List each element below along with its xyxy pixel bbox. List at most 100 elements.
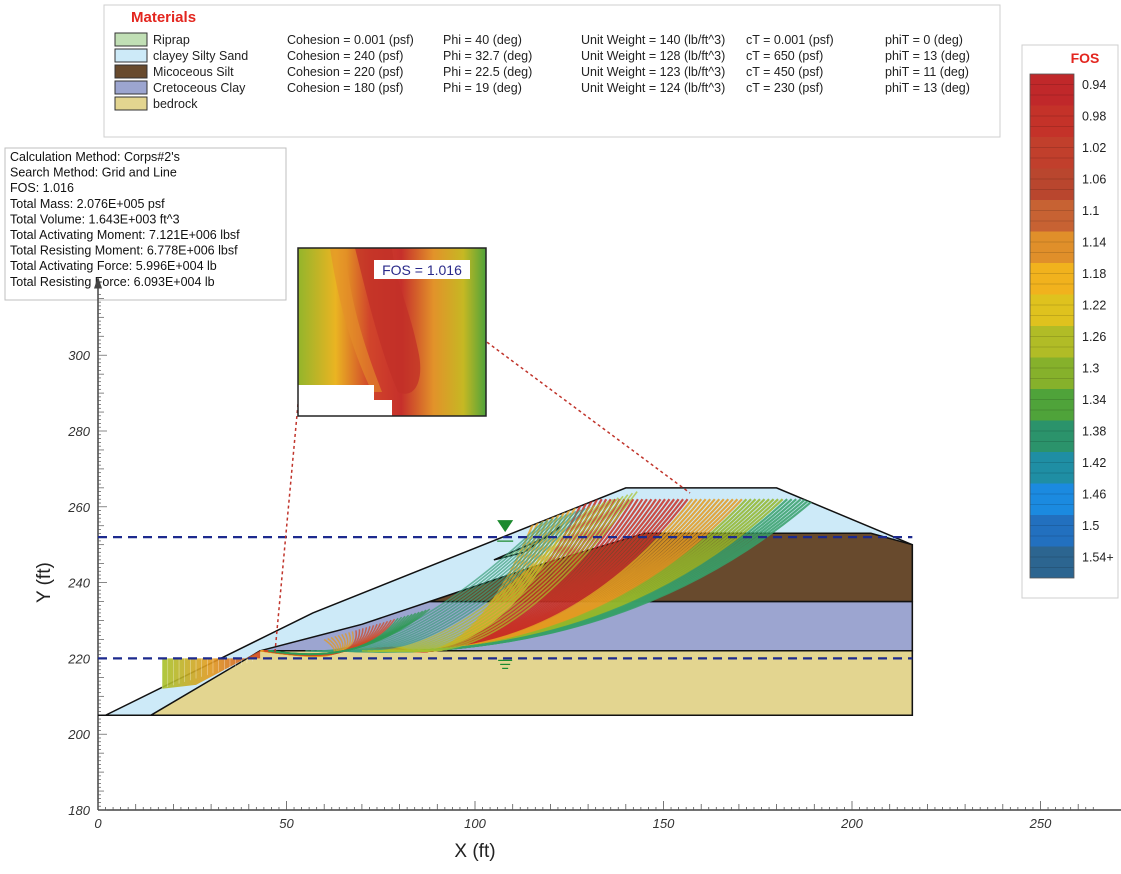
fos-legend-label: 1.54+ bbox=[1082, 551, 1114, 565]
fos-legend-label: 1.26 bbox=[1082, 330, 1106, 344]
material-phi: Phi = 19 (deg) bbox=[443, 81, 522, 95]
fos-legend-label: 1.34 bbox=[1082, 393, 1106, 407]
material-ct: cT = 230 (psf) bbox=[746, 81, 823, 95]
fos-color-band bbox=[1030, 231, 1074, 263]
material-cohesion: Cohesion = 0.001 (psf) bbox=[287, 33, 414, 47]
fos-legend-title: FOS bbox=[1071, 50, 1100, 66]
material-name: Micoceous Silt bbox=[153, 65, 234, 79]
zoom-frame bbox=[297, 247, 487, 417]
fos-legend: FOS 0.94 0.98 1.02 1.06 1.1 1.14 1.18 1.22 1.26 1… bbox=[1021, 44, 1119, 599]
material-cohesion: Cohesion = 240 (psf) bbox=[287, 49, 403, 63]
calculation-info-panel: Calculation Method: Corps#2's Search Meth… bbox=[4, 147, 287, 301]
info-line: FOS: 1.016 bbox=[10, 181, 74, 195]
zoom-critical-zone bbox=[355, 248, 421, 394]
fos-legend-label: 1.06 bbox=[1082, 173, 1106, 187]
fos-legend-label: 1.18 bbox=[1082, 267, 1106, 281]
fos-color-band bbox=[1030, 74, 1074, 106]
x-tick-label: 250 bbox=[1029, 816, 1052, 831]
info-line: Calculation Method: Corps#2's bbox=[10, 150, 180, 164]
fos-color-band bbox=[1030, 357, 1074, 389]
material-phi: Phi = 22.5 (deg) bbox=[443, 65, 532, 79]
materials-legend: Materials Riprap Cohesion = 0.001 (psf) Ph… bbox=[103, 4, 1001, 138]
material-cohesion: Cohesion = 220 (psf) bbox=[287, 65, 403, 79]
x-tick-label: 0 bbox=[94, 816, 102, 831]
material-unit-weight: Unit Weight = 123 (lb/ft^3) bbox=[581, 65, 725, 79]
zoom-blank-region bbox=[298, 385, 392, 416]
zoom-band bbox=[330, 248, 382, 392]
y-tick-label: 260 bbox=[67, 500, 90, 515]
zoom-leader-left bbox=[274, 252, 313, 653]
fos-legend-label: 1.14 bbox=[1082, 236, 1106, 250]
material-phit: phiT = 13 (deg) bbox=[885, 81, 970, 95]
material-phi: Phi = 32.7 (deg) bbox=[443, 49, 532, 63]
materials-legend-frame bbox=[103, 4, 1001, 138]
info-line: Total Activating Moment: 7.121E+006 lbsf bbox=[10, 228, 240, 242]
info-line: Total Volume: 1.643E+003 ft^3 bbox=[10, 212, 180, 226]
y-axis-label: Y (ft) bbox=[34, 562, 55, 603]
fos-color-band bbox=[1030, 168, 1074, 200]
water-tables bbox=[98, 520, 913, 670]
slip-surface-arc bbox=[271, 608, 431, 655]
material-name: bedrock bbox=[153, 97, 198, 111]
material-swatch bbox=[114, 48, 148, 63]
fos-legend-label: 0.98 bbox=[1082, 110, 1106, 124]
bedrock-layer bbox=[148, 650, 914, 717]
fos-color-band bbox=[1030, 200, 1074, 232]
info-line: Search Method: Grid and Line bbox=[10, 166, 177, 180]
fos-scale-border bbox=[1029, 73, 1075, 579]
zoom-leader-right bbox=[409, 284, 691, 494]
fos-legend-label: 1.22 bbox=[1082, 299, 1106, 313]
y-tick-label: 300 bbox=[68, 348, 90, 363]
material-swatch bbox=[114, 64, 148, 79]
zoom-label-bg bbox=[374, 260, 470, 279]
x-axis-label: X (ft) bbox=[454, 841, 495, 862]
x-tick-label: 150 bbox=[653, 816, 675, 831]
y-tick-label: 240 bbox=[67, 576, 90, 591]
material-swatch bbox=[114, 96, 148, 111]
y-tick-label: 220 bbox=[67, 651, 90, 666]
zoom-fos-label: FOS = 1.016 bbox=[382, 262, 462, 278]
y-tick-label: 180 bbox=[68, 803, 90, 818]
slip-surface-arc bbox=[412, 492, 634, 652]
fos-legend-label: 0.94 bbox=[1082, 78, 1106, 92]
material-ct: cT = 650 (psf) bbox=[746, 49, 823, 63]
fos-legend-label: 1.46 bbox=[1082, 488, 1106, 502]
plot-axes: 0 50 100 150 200 250 180 200 220 240 260 280 300 X (f… bbox=[34, 276, 1121, 862]
x-tick-label: 100 bbox=[464, 816, 486, 831]
fos-color-band bbox=[1030, 263, 1074, 295]
material-cohesion: Cohesion = 180 (psf) bbox=[287, 81, 403, 95]
material-phit: phiT = 11 (deg) bbox=[885, 65, 969, 79]
slip-surface-fan bbox=[259, 491, 816, 658]
materials-title: Materials bbox=[131, 9, 196, 26]
info-line: Total Mass: 2.076E+005 psf bbox=[10, 197, 165, 211]
material-unit-weight: Unit Weight = 128 (lb/ft^3) bbox=[581, 49, 725, 63]
fos-color-band bbox=[1030, 420, 1074, 452]
fos-zoom-inset: FOS = 1.016 bbox=[274, 247, 691, 653]
slip-surfaces bbox=[161, 491, 816, 689]
material-name: clayey Silty Sand bbox=[153, 49, 248, 63]
fos-legend-label: 1.38 bbox=[1082, 425, 1106, 439]
fos-legend-label: 1.5 bbox=[1082, 519, 1099, 533]
slip-surface-arc bbox=[418, 491, 638, 652]
fos-legend-label: 1.3 bbox=[1082, 362, 1099, 376]
y-tick-label: 200 bbox=[67, 727, 90, 742]
info-line: Total Resisting Moment: 6.778E+006 lbsf bbox=[10, 244, 238, 258]
fos-color-band bbox=[1030, 389, 1074, 421]
fos-color-band bbox=[1030, 105, 1074, 137]
info-line: Total Resisting Force: 6.093E+004 lb bbox=[10, 275, 215, 289]
material-ct: cT = 450 (psf) bbox=[746, 65, 823, 79]
fos-legend-label: 1.1 bbox=[1082, 204, 1099, 218]
info-line: Total Activating Force: 5.996E+004 lb bbox=[10, 259, 217, 273]
material-unit-weight: Unit Weight = 124 (lb/ft^3) bbox=[581, 81, 725, 95]
water-table-marker bbox=[497, 520, 514, 533]
material-phit: phiT = 0 (deg) bbox=[885, 33, 963, 47]
fos-color-band bbox=[1030, 294, 1074, 326]
fos-color-band bbox=[1030, 452, 1074, 484]
material-phit: phiT = 13 (deg) bbox=[885, 49, 970, 63]
fos-legend-label: 1.42 bbox=[1082, 456, 1106, 470]
y-axis-arrow bbox=[94, 276, 102, 289]
y-tick-label: 280 bbox=[67, 424, 90, 439]
material-phi: Phi = 40 (deg) bbox=[443, 33, 522, 47]
